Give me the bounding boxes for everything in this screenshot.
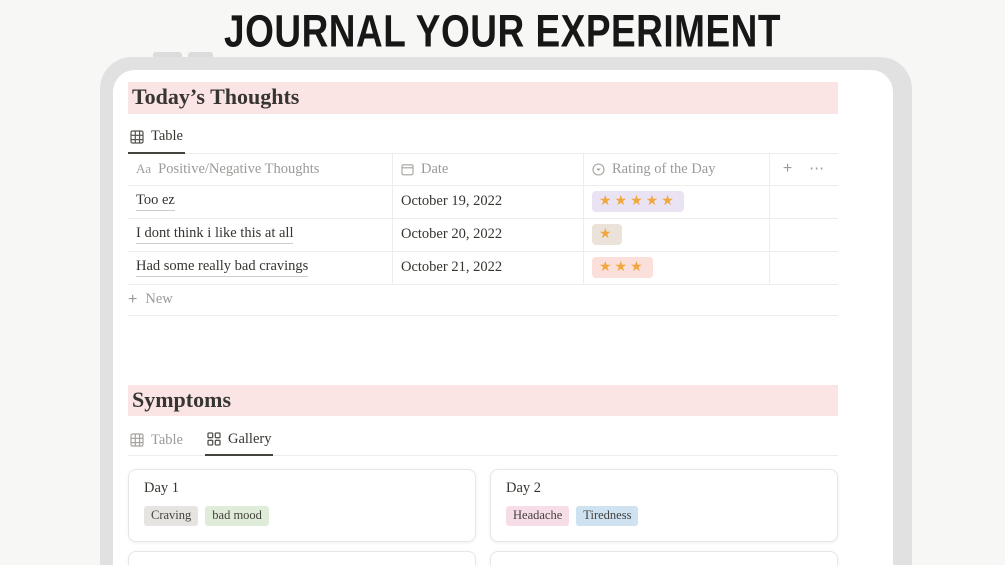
table-header-row: Aa Positive/Negative Thoughts Date Ratin… [128, 153, 838, 186]
column-header-rating[interactable]: Rating of the Day [584, 153, 770, 185]
symptoms-gallery: Day 1 Craving bad mood Day 2 Headache Ti… [128, 469, 838, 565]
new-row-label: New [145, 291, 173, 307]
rating-cell[interactable]: ★★★ [584, 251, 770, 284]
symptoms-view-tabs: Table Gallery [128, 426, 838, 456]
tab-table[interactable]: Table [128, 124, 185, 154]
tag-tiredness: Tiredness [576, 506, 639, 526]
tag-headache: Headache [506, 506, 570, 526]
tag-row: Headache Tiredness [506, 506, 822, 526]
thoughts-view-tabs: Table [128, 124, 838, 154]
thought-title: Had some really bad cravings [136, 258, 309, 277]
text-icon: Aa [136, 161, 152, 176]
date-cell[interactable]: October 19, 2022 [393, 185, 584, 218]
table-icon [130, 129, 144, 144]
table-row: Too ez October 19, 2022 ★★★★★ [128, 185, 838, 219]
row-spacer [770, 252, 838, 284]
date-cell[interactable]: October 21, 2022 [393, 251, 584, 284]
date-cell[interactable]: October 20, 2022 [393, 218, 584, 251]
rating-badge: ★ [592, 223, 622, 246]
add-column-button[interactable]: + [782, 160, 793, 177]
rating-badge: ★★★ [592, 256, 653, 279]
tag-bad-mood: bad mood [205, 506, 269, 526]
rating-cell[interactable]: ★★★★★ [584, 185, 770, 218]
column-label: Positive/Negative Thoughts [158, 160, 320, 177]
date-value: October 20, 2022 [401, 226, 503, 242]
page-title: JOURNAL YOUR EXPERIMENT [224, 6, 781, 57]
tag-row: Craving bad mood [144, 506, 460, 526]
notion-page: Today’s Thoughts Table Aa Positive/Negat… [128, 70, 838, 565]
device-button [188, 52, 213, 59]
rating-badge: ★★★★★ [592, 190, 684, 213]
tab-label: Gallery [228, 430, 272, 447]
tab-gallery[interactable]: Gallery [205, 426, 274, 456]
thought-cell[interactable]: Had some really bad cravings [128, 251, 393, 284]
column-header-date[interactable]: Date [393, 153, 584, 185]
gallery-card-day1[interactable]: Day 1 Craving bad mood [128, 469, 476, 542]
more-options-button[interactable]: ⋯ [809, 160, 826, 177]
tab-label: Table [151, 128, 183, 144]
thought-title: Too ez [136, 192, 175, 211]
header-actions: + ⋯ [770, 154, 838, 185]
tag-craving: Craving [144, 506, 199, 526]
thought-cell[interactable]: I dont think i like this at all [128, 218, 393, 251]
column-header-thoughts[interactable]: Aa Positive/Negative Thoughts [128, 153, 393, 185]
rating-cell[interactable]: ★ [584, 218, 770, 251]
gallery-card-day2[interactable]: Day 2 Headache Tiredness [490, 469, 838, 542]
thought-title: I dont think i like this at all [136, 225, 294, 244]
gallery-card-partial[interactable] [490, 551, 838, 565]
column-label: Rating of the Day [612, 160, 716, 177]
symptoms-heading: Symptoms [128, 384, 838, 416]
column-label: Date [421, 160, 449, 177]
table-icon [130, 433, 144, 447]
row-spacer [770, 186, 838, 218]
select-icon [592, 162, 605, 176]
table-row: Had some really bad cravings October 21,… [128, 251, 838, 285]
gallery-card-partial[interactable] [128, 551, 476, 565]
card-title: Day 1 [144, 480, 180, 496]
card-title: Day 2 [506, 480, 542, 496]
new-row-button[interactable]: + New [128, 285, 838, 316]
thought-cell[interactable]: Too ez [128, 185, 393, 218]
calendar-icon [401, 163, 414, 175]
gallery-icon [207, 432, 221, 446]
table-row: I dont think i like this at all October … [128, 218, 838, 252]
device-button [153, 52, 182, 59]
tab-table[interactable]: Table [128, 426, 185, 456]
plus-icon: + [128, 290, 138, 308]
date-value: October 19, 2022 [401, 193, 503, 209]
row-spacer [770, 219, 838, 251]
tab-label: Table [151, 431, 183, 448]
thoughts-heading: Today’s Thoughts [128, 82, 838, 114]
date-value: October 21, 2022 [401, 259, 503, 275]
